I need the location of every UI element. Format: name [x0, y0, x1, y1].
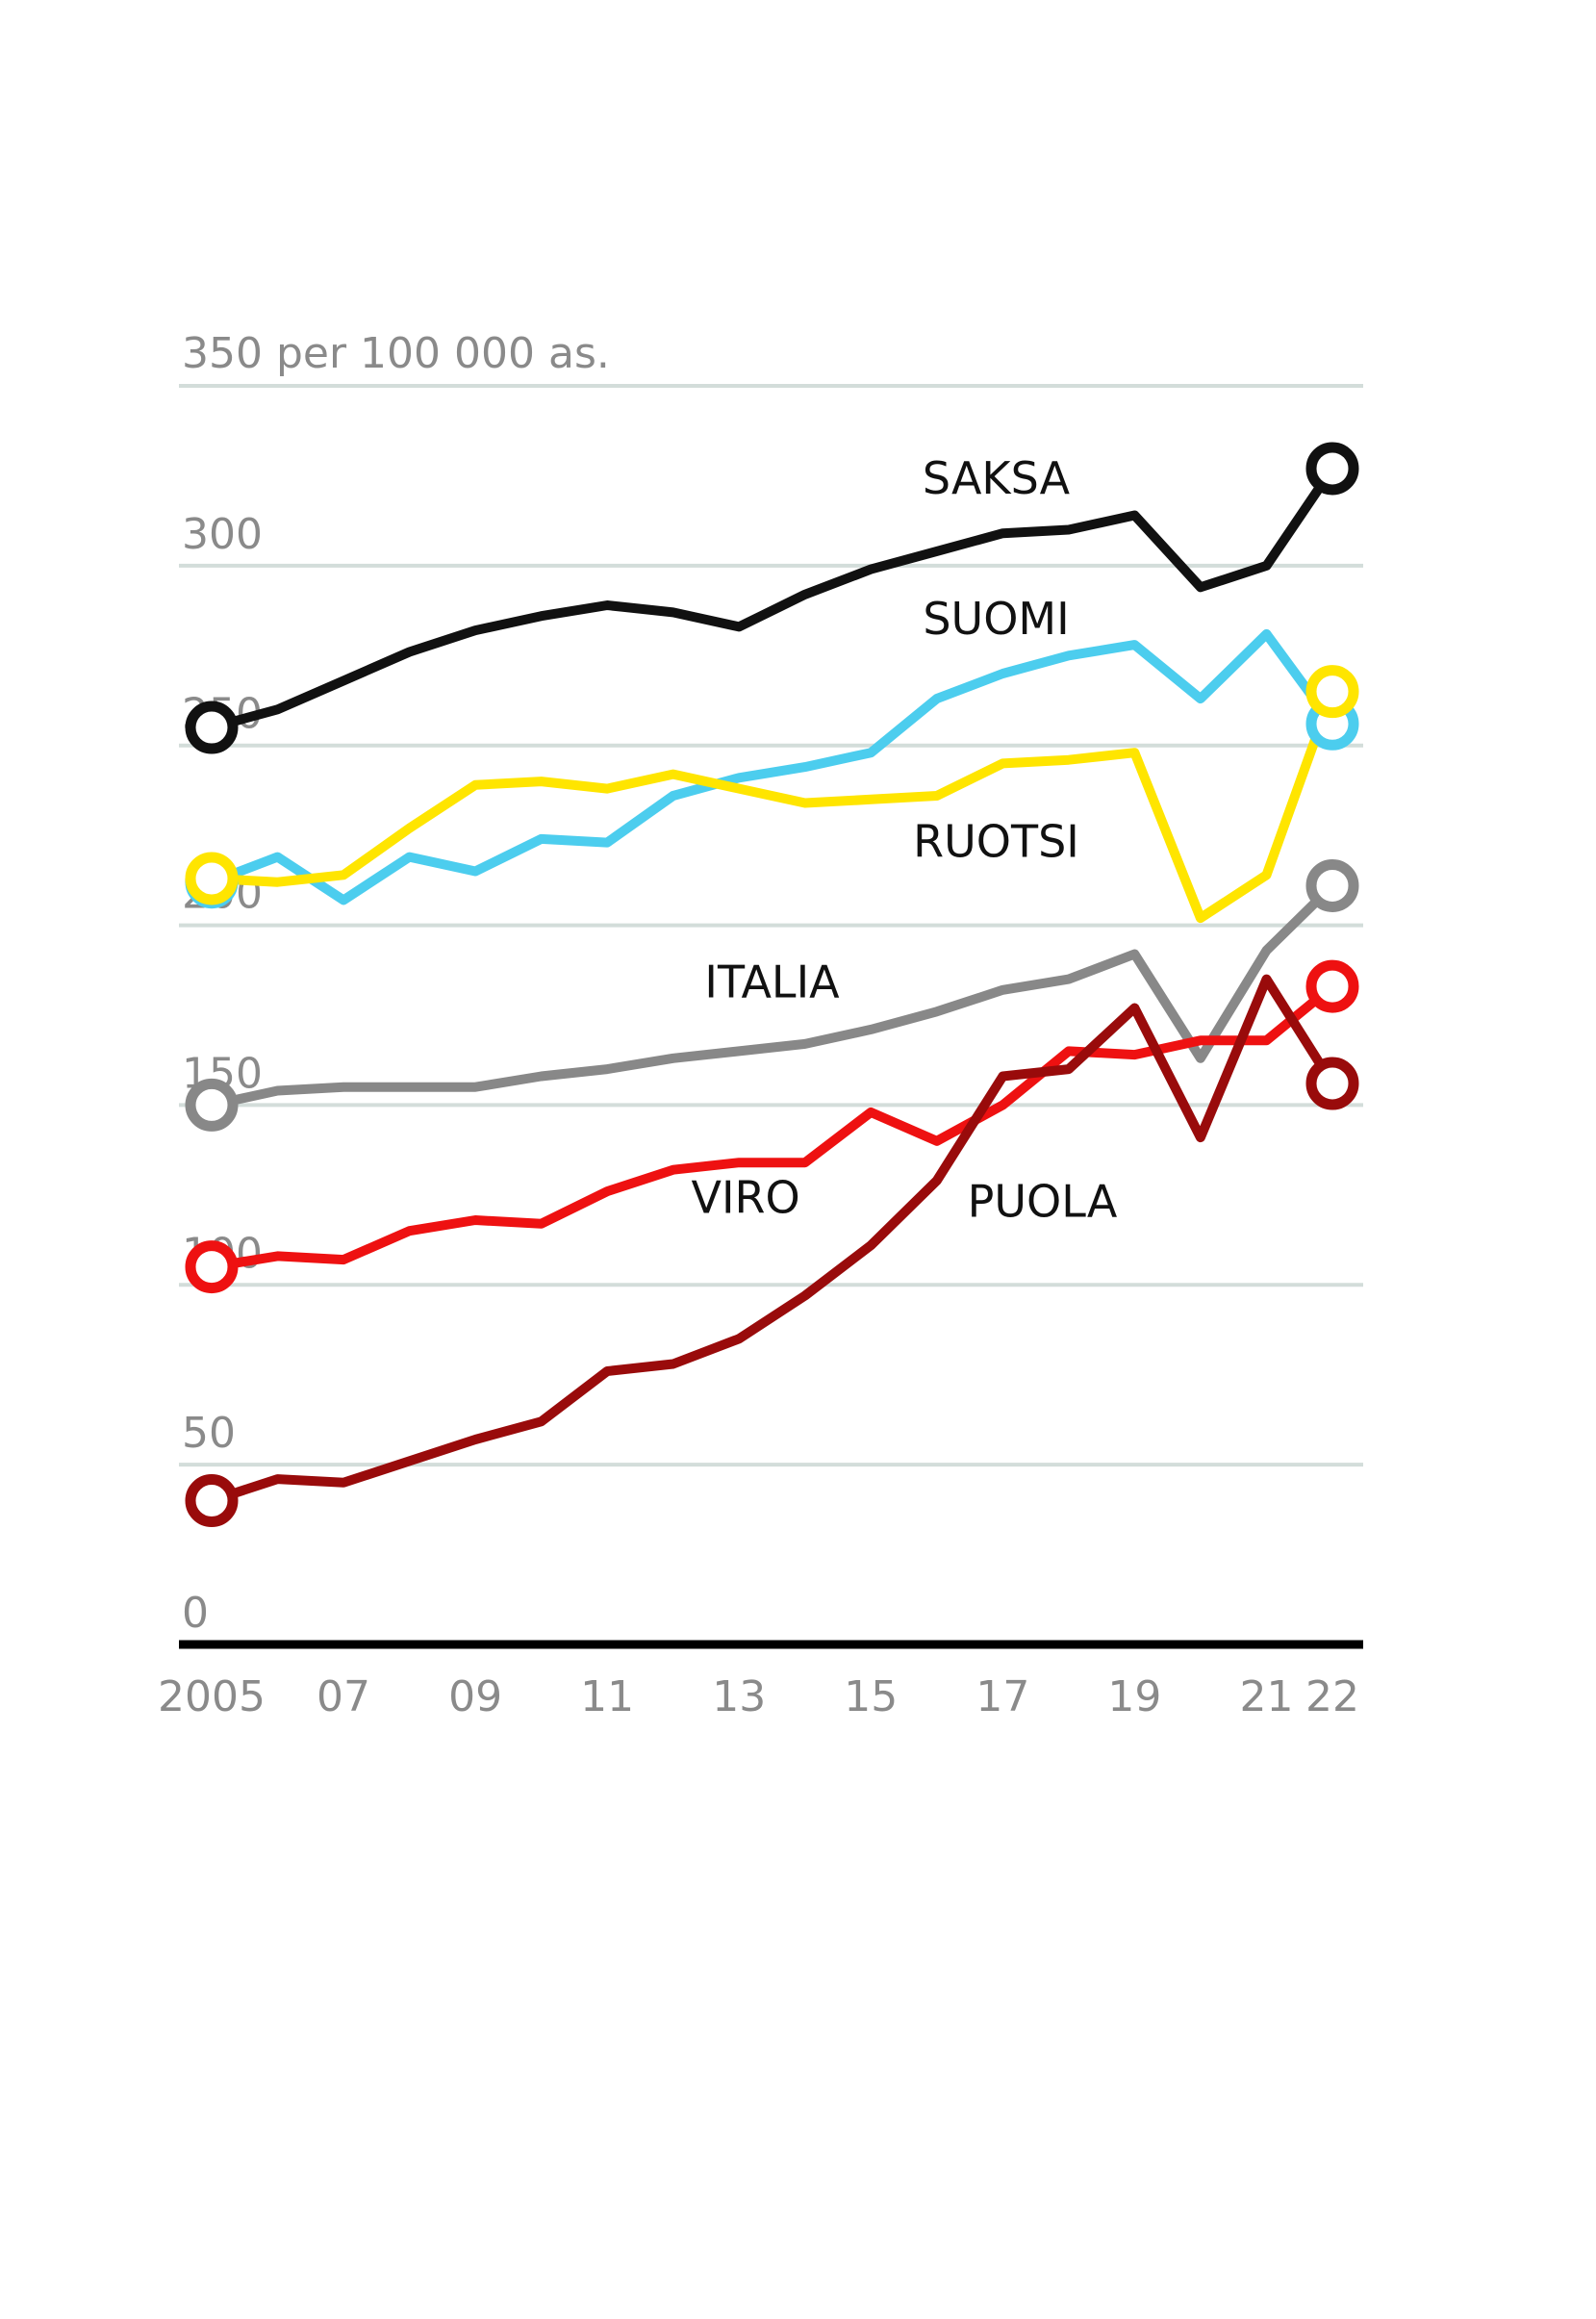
x-tick-label: 22 [1305, 1672, 1359, 1721]
y-axis-ticks: 050100150200250300 [182, 510, 263, 1638]
x-tick-label: 13 [712, 1672, 766, 1721]
x-tick-label: 11 [580, 1672, 634, 1721]
x-tick-label: 09 [448, 1672, 502, 1721]
endpoint-marker-ruotsi [1305, 665, 1359, 719]
series-labels: SAKSA SUOMI RUOTSI ITALIA VIRO PUOLA [691, 452, 1117, 1227]
y-tick-label: 300 [182, 510, 263, 559]
y-tick-label: 0 [182, 1589, 209, 1638]
series-line-saksa [207, 464, 1337, 732]
endpoint-marker-saksa [185, 701, 239, 754]
series-line-suomi [207, 628, 1337, 905]
x-tick-label: 15 [844, 1672, 898, 1721]
endpoint-marker-viro [185, 1240, 239, 1294]
endpoint-marker-viro [1305, 959, 1359, 1013]
endpoint-marker-ruotsi [185, 852, 239, 905]
endpoint-marker-saksa [1305, 442, 1359, 496]
x-tick-label: 21 [1239, 1672, 1293, 1721]
x-axis-ticks: 2005 07 09 11 13 15 17 19 21 22 [158, 1672, 1359, 1721]
x-tick-label: 2005 [158, 1672, 266, 1721]
series-label-suomi: SUOMI [923, 593, 1069, 645]
endpoint-marker-puola [185, 1474, 239, 1528]
series-line-italia [207, 880, 1337, 1110]
y-tick-label: 50 [182, 1409, 236, 1458]
series-endpoints [185, 442, 1359, 1528]
gridlines [179, 384, 1363, 1467]
y-axis-unit-label: 350 per 100 000 as. [182, 329, 610, 378]
endpoint-marker-puola [1305, 1057, 1359, 1110]
endpoint-marker-italia [185, 1078, 239, 1132]
series-label-viro: VIRO [691, 1172, 799, 1224]
series-label-saksa: SAKSA [923, 452, 1071, 504]
x-tick-label: 19 [1107, 1672, 1161, 1721]
series-label-italia: ITALIA [704, 956, 840, 1007]
x-tick-label: 07 [317, 1672, 370, 1721]
series-lines [207, 464, 1337, 1506]
series-line-viro [207, 981, 1337, 1272]
series-label-ruotsi: RUOTSI [913, 816, 1079, 868]
series-line-ruotsi [207, 686, 1337, 924]
series-line-puola [207, 974, 1337, 1506]
x-tick-label: 17 [975, 1672, 1029, 1721]
series-label-puola: PUOLA [968, 1175, 1118, 1227]
endpoint-marker-italia [1305, 858, 1359, 912]
